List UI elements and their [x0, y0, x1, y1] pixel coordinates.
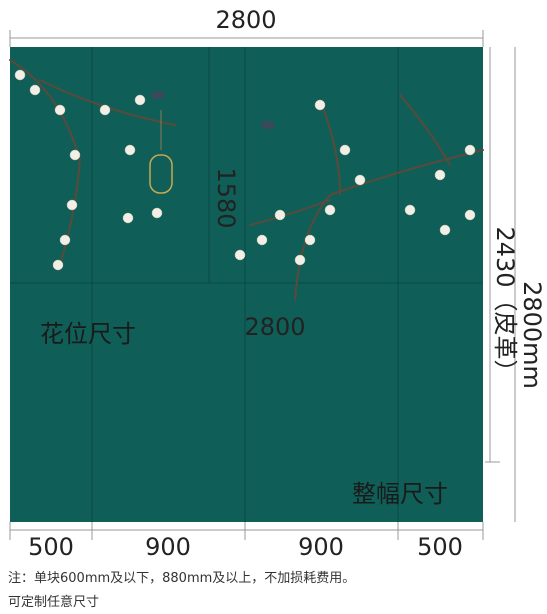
panel-width: 500: [28, 533, 74, 561]
mural: [10, 47, 483, 522]
note-line: 可定制任意尺寸: [8, 594, 99, 610]
flower-width: 2800: [244, 313, 305, 341]
note-line: 注：单块600mm及以下，880mm及以上，不加损耗费用。: [8, 571, 355, 586]
flower-size-label: 花位尺寸: [40, 320, 136, 348]
full-size-label: 整幅尺寸: [352, 480, 448, 508]
panel-width: 900: [298, 533, 344, 561]
dimension-lines: [9, 30, 516, 540]
blossoms: [14, 69, 476, 271]
panel-lines: [10, 47, 483, 522]
leather-height: 2430（皮革）: [491, 226, 519, 383]
top-width: 2800: [215, 6, 276, 34]
panel-width: 500: [417, 533, 463, 561]
flower-height: 1580: [212, 167, 240, 228]
total-height: 2800mm: [518, 281, 546, 389]
birds: [151, 91, 275, 129]
panel-width: 900: [145, 533, 191, 561]
